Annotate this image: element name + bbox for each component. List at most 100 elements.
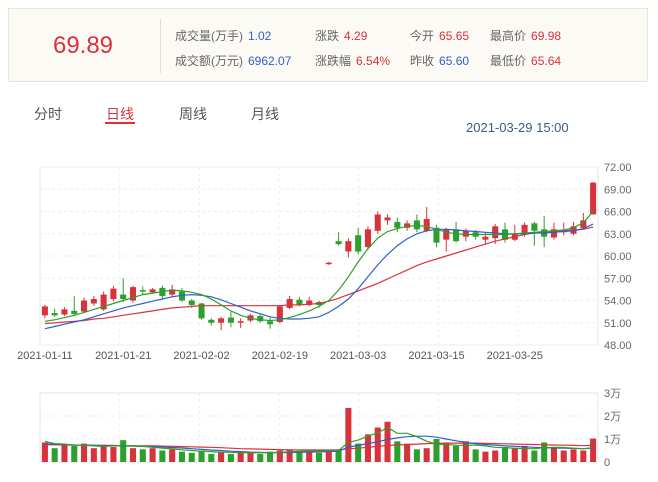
price-tick-label: 51.00: [604, 318, 632, 330]
candle-body: [208, 319, 215, 323]
ma5-line: [44, 211, 594, 322]
volume-bar: [492, 450, 499, 462]
volume-bar: [570, 449, 577, 462]
tab-weekly[interactable]: 周线: [179, 106, 207, 122]
volume-ma5-line: [44, 426, 594, 454]
volume-bar: [139, 449, 146, 462]
volume-bar: [374, 427, 381, 462]
volume-bar: [267, 451, 274, 462]
volume-bar: [51, 448, 58, 462]
price-tick-label: 60.00: [604, 251, 632, 263]
quote-high: 最高价 69.98: [490, 29, 562, 43]
quote-volume: 成交量(万手) 1.02: [175, 29, 272, 43]
candle-body: [149, 289, 156, 293]
price-tick-label: 69.00: [604, 184, 632, 196]
candle-body: [590, 182, 597, 215]
quote-divider: [160, 19, 161, 73]
candle-body: [188, 300, 195, 305]
tab-intraday[interactable]: 分时: [34, 106, 62, 122]
volume-bar: [541, 442, 548, 462]
candle-body: [404, 223, 411, 228]
date-tick-label: 2021-03-03: [330, 350, 386, 362]
candle-body: [267, 321, 274, 325]
candle-body: [100, 294, 107, 310]
volume-bar: [188, 452, 195, 462]
tab-daily[interactable]: 日线: [106, 106, 134, 122]
volume-bar: [257, 453, 264, 462]
volume-bar: [81, 443, 88, 462]
candle-body: [169, 289, 176, 295]
volume-bar: [335, 449, 342, 462]
date-tick-label: 2021-01-11: [17, 350, 72, 362]
price-tick-label: 48.00: [604, 340, 632, 352]
candle-body: [453, 229, 460, 242]
quote-panel: 69.89 成交量(万手) 1.02 涨跌 4.29 今开 65.65 最高价 69.9…: [8, 8, 648, 82]
candle-body: [394, 221, 401, 228]
candle-body: [178, 291, 185, 301]
volume-bar: [462, 441, 469, 462]
volume-bar: [364, 434, 371, 462]
date-tick-label: 2021-03-15: [408, 350, 464, 362]
volume-bar: [413, 449, 420, 462]
ma10-line: [44, 223, 594, 330]
volume-bar: [355, 443, 362, 462]
volume-bar: [41, 442, 48, 462]
quote-low: 最低价 65.64: [490, 54, 562, 68]
price-tick-label: 54.00: [604, 296, 632, 308]
volume-bar: [100, 444, 107, 462]
volume-bar: [443, 442, 450, 462]
volume-bar: [218, 451, 225, 462]
volume-bar: [61, 444, 68, 462]
volume-bar: [404, 443, 411, 462]
volume-bar: [423, 448, 430, 462]
candle-body: [355, 235, 362, 252]
quote-change: 涨跌 4.29: [315, 29, 368, 43]
volume-bar: [550, 448, 557, 462]
quote-open: 今开 65.65: [410, 29, 470, 43]
candle-body: [462, 230, 469, 237]
volume-bar: [511, 448, 518, 462]
ma20-line: [44, 226, 594, 325]
candle-body: [296, 299, 303, 305]
volume-bar: [306, 450, 313, 462]
candle-body: [335, 241, 342, 245]
candle-body: [413, 220, 420, 230]
price-tick-label: 57.00: [604, 273, 632, 285]
candle-body: [276, 306, 283, 323]
price-tick-label: 66.00: [604, 207, 632, 219]
volume-bar: [120, 440, 127, 462]
candle-body: [384, 217, 391, 221]
candle-body: [198, 303, 205, 319]
volume-tick-label: 1万: [604, 434, 621, 446]
volume-bar: [276, 450, 283, 462]
candle-body: [286, 299, 293, 308]
volume-bar: [247, 452, 254, 462]
volume-bar: [71, 445, 78, 462]
tab-monthly[interactable]: 月线: [251, 106, 279, 122]
volume-tick-label: 3万: [604, 388, 621, 400]
candle-body: [90, 299, 97, 304]
quote-datetime: 2021-03-29 15:00: [466, 120, 569, 135]
volume-bar: [531, 450, 538, 462]
candle-body: [443, 229, 450, 240]
volume-bar: [345, 407, 352, 462]
candle-body: [482, 236, 489, 240]
volume-bar: [110, 447, 117, 462]
volume-bar: [129, 448, 137, 462]
price-tick-label: 63.00: [604, 229, 632, 241]
candle-body: [580, 220, 587, 228]
candle-body: [218, 318, 225, 323]
candle-body: [227, 317, 234, 323]
date-tick-label: 2021-03-25: [487, 350, 543, 362]
volume-bar: [384, 421, 391, 462]
candle-body: [257, 316, 264, 322]
volume-bar: [394, 441, 401, 462]
candle-body: [129, 287, 137, 301]
volume-bar: [296, 451, 303, 462]
volume-bar: [169, 449, 176, 462]
volume-bar: [501, 447, 509, 462]
volume-bar: [198, 450, 205, 462]
candle-body: [306, 300, 313, 305]
date-tick-label: 2021-02-02: [173, 350, 229, 362]
